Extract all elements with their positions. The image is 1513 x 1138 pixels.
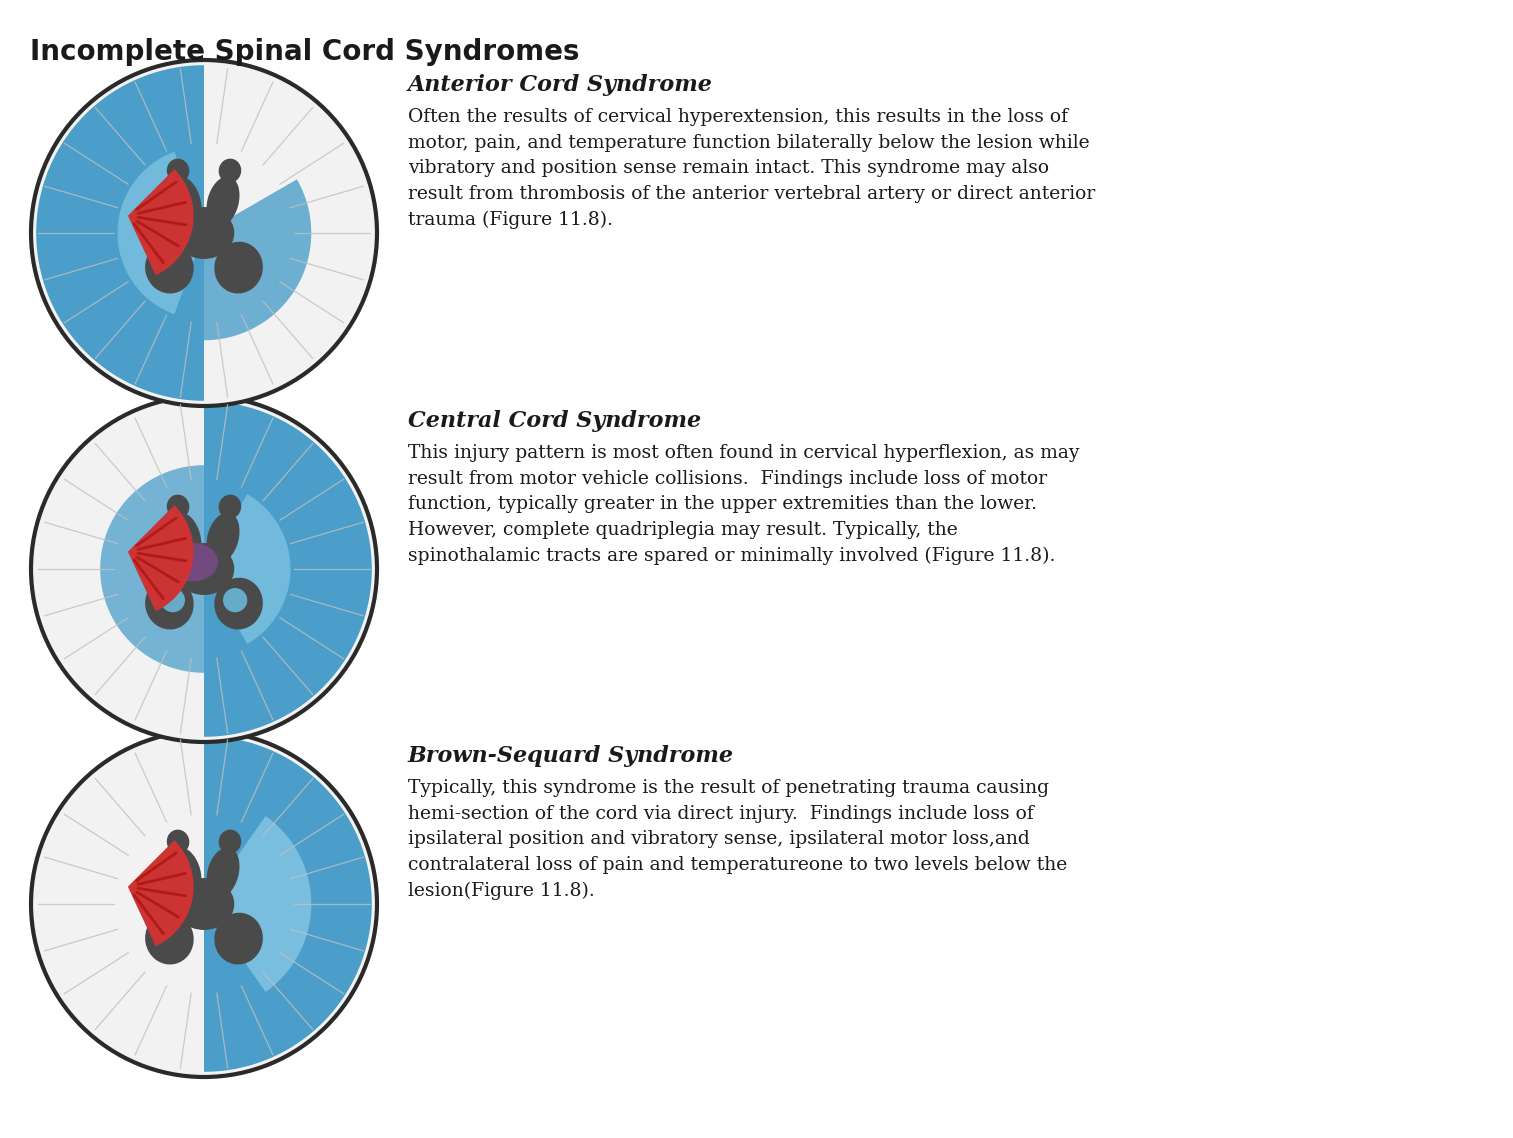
- Ellipse shape: [169, 543, 218, 582]
- Polygon shape: [204, 180, 312, 340]
- Polygon shape: [129, 840, 194, 947]
- Polygon shape: [204, 816, 312, 992]
- Ellipse shape: [160, 588, 185, 612]
- Ellipse shape: [168, 512, 201, 563]
- Ellipse shape: [207, 176, 239, 228]
- Ellipse shape: [145, 241, 194, 294]
- Polygon shape: [204, 494, 290, 644]
- Ellipse shape: [215, 241, 263, 294]
- Polygon shape: [30, 60, 377, 406]
- Ellipse shape: [215, 913, 263, 965]
- Ellipse shape: [166, 495, 189, 519]
- Ellipse shape: [207, 512, 239, 563]
- Polygon shape: [118, 151, 204, 314]
- Polygon shape: [129, 505, 194, 611]
- Ellipse shape: [168, 176, 201, 228]
- Ellipse shape: [207, 848, 239, 898]
- Text: Often the results of cervical hyperextension, this results in the loss of
motor,: Often the results of cervical hyperexten…: [409, 108, 1095, 229]
- Ellipse shape: [215, 578, 263, 629]
- Text: Brown-Sequard Syndrome: Brown-Sequard Syndrome: [409, 745, 734, 767]
- Text: Anterior Cord Syndrome: Anterior Cord Syndrome: [409, 74, 713, 96]
- Polygon shape: [204, 402, 372, 736]
- Polygon shape: [30, 396, 377, 742]
- Ellipse shape: [174, 879, 235, 930]
- Ellipse shape: [219, 830, 241, 854]
- Ellipse shape: [166, 158, 189, 183]
- Polygon shape: [30, 731, 377, 1077]
- Text: Typically, this syndrome is the result of penetrating trauma causing
hemi-sectio: Typically, this syndrome is the result o…: [409, 778, 1067, 900]
- Text: This injury pattern is most often found in cervical hyperflexion, as may
result : This injury pattern is most often found …: [409, 444, 1079, 566]
- Ellipse shape: [145, 578, 194, 629]
- Ellipse shape: [219, 158, 241, 183]
- Ellipse shape: [145, 913, 194, 965]
- Ellipse shape: [168, 848, 201, 898]
- Ellipse shape: [174, 543, 235, 595]
- Ellipse shape: [174, 207, 235, 259]
- Polygon shape: [129, 170, 194, 275]
- Text: Central Cord Syndrome: Central Cord Syndrome: [409, 410, 701, 431]
- Text: Incomplete Spinal Cord Syndromes: Incomplete Spinal Cord Syndromes: [30, 38, 579, 66]
- Ellipse shape: [222, 588, 247, 612]
- Polygon shape: [100, 465, 204, 673]
- Ellipse shape: [166, 830, 189, 854]
- Ellipse shape: [219, 495, 241, 519]
- Polygon shape: [204, 736, 372, 1072]
- Polygon shape: [36, 65, 204, 401]
